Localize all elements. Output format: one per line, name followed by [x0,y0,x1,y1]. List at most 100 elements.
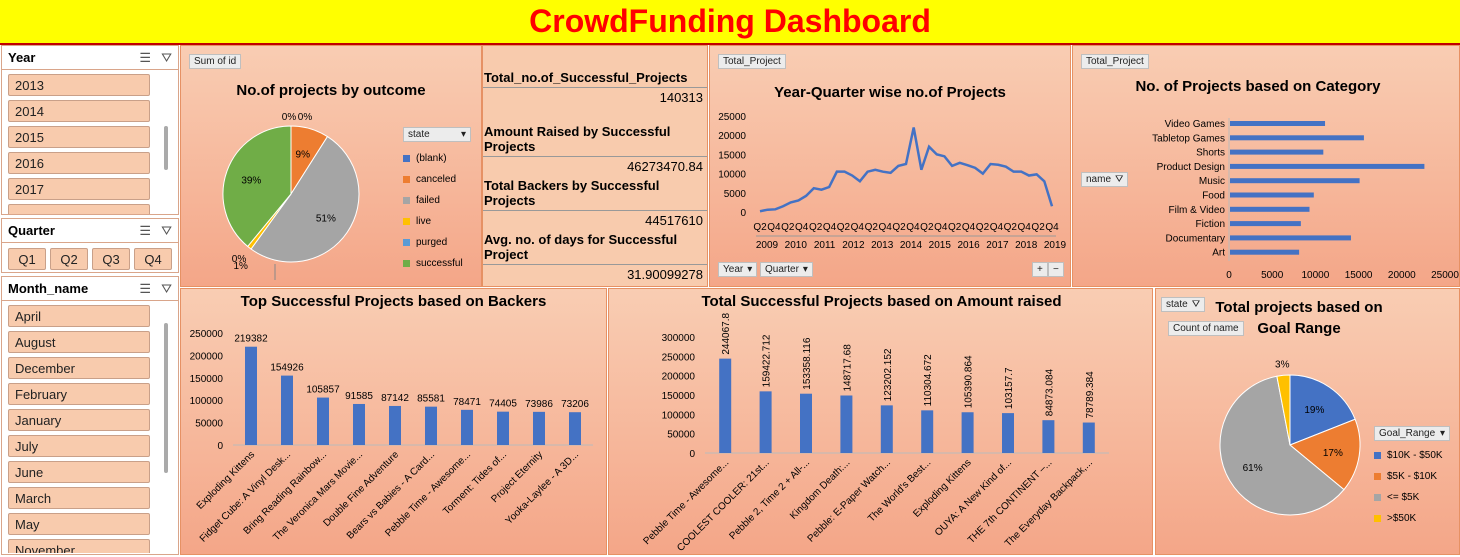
year-slicer-header: Year ☰ ⛛ [2,46,178,70]
slicer-item-month[interactable]: April [8,305,150,327]
clear-filter-icon[interactable]: ⛛ [161,222,172,238]
slicer-item-month[interactable]: July [8,435,150,457]
bar-data-label: 154926 [270,363,304,374]
slicer-item-month[interactable]: November [8,539,150,553]
slicer-item-quarter[interactable]: Q3 [92,248,130,270]
y-tick-label: 50000 [195,419,223,430]
slicer-item-year[interactable]: 2016 [8,152,150,174]
kpi-value: 46273470.84 [627,159,703,174]
slicer-item-month[interactable]: March [8,487,150,509]
slicer-item-quarter[interactable]: Q1 [8,248,46,270]
category-field-button[interactable]: Total_Project [1081,54,1149,69]
month-slicer-label: Month_name [8,281,89,296]
y-tick-label: 150000 [190,374,224,385]
goal-pie-panel: state ⛛ Count of name Total projects base… [1155,288,1460,555]
slicer-item-month[interactable]: January [8,409,150,431]
x-tick-label: 15000 [1345,270,1373,281]
slicer-item-month[interactable]: February [8,383,150,405]
goal-legend-button[interactable]: Goal_Range ▾ [1374,426,1450,441]
legend-item: >$50K [1374,508,1450,529]
pie-data-label: 39% [241,176,261,187]
year-tick-label: 2017 [986,240,1009,251]
quarter-tick-label: Q4 [851,222,865,233]
quarter-tick-label: Q2 [809,222,823,233]
y-tick-label: 200000 [190,351,224,362]
quarter-slicer-header: Quarter ☰ ⛛ [2,219,178,243]
pie-data-label: 0% [232,254,247,265]
bar [353,403,365,445]
bar-data-label: 73986 [525,399,553,410]
category-label: Film & Video [1168,205,1225,216]
legend-label: (blank) [416,153,447,164]
year-tick-label: 2011 [814,240,836,251]
slicer-item-quarter[interactable]: Q4 [134,248,172,270]
legend-label: >$50K [1387,513,1417,524]
bar-data-label: 105390.864 [964,355,975,408]
y-tick-label: 200000 [662,372,696,383]
yq-quarter-filter-button[interactable]: Quarter ▾ [760,262,813,277]
pie-data-label: 17% [1323,448,1343,459]
category-bar [1230,135,1364,141]
goal-count-field-button[interactable]: Count of name [1168,321,1244,336]
yq-field-button[interactable]: Total_Project [718,54,786,69]
pie-slice-failed [250,135,360,263]
yq-chart-title: Year-Quarter wise no.of Projects [774,84,1006,101]
legend-item: live [403,211,471,232]
outcome-field-button[interactable]: Sum of id [189,54,242,69]
category-label: Food [1202,191,1225,202]
slicer-item-month[interactable]: December [8,357,150,379]
slicer-item-year[interactable]: 2017 [8,178,150,200]
y-tick-label: 25000 [718,112,746,123]
bar-data-label: 219382 [234,334,268,345]
year-tick-label: 2013 [871,240,894,251]
slicer-item-quarter[interactable]: Q2 [50,248,88,270]
year-tick-label: 2018 [1015,240,1038,251]
quarter-tick-label: Q4 [823,222,837,233]
x-tick-label: 5000 [1261,270,1284,281]
collapse-field-button[interactable]: − [1048,262,1064,277]
category-name-filter-button[interactable]: name ⛛ [1081,172,1129,187]
slicer-item-year[interactable]: 2015 [8,126,150,148]
goal-state-filter-button[interactable]: state ⛛ [1161,297,1206,312]
y-tick-label: 50000 [667,430,695,441]
legend-swatch [1374,494,1381,501]
category-bar [1230,206,1310,212]
x-tick-label: 10000 [1301,270,1329,281]
clear-filter-icon[interactable]: ⛛ [161,49,172,65]
month-slicer[interactable]: Month_name ☰ ⛛ April August December Februa… [1,276,179,555]
slicer-item-partial[interactable] [8,204,150,214]
year-slicer-scrollbar[interactable] [164,126,168,170]
dashboard-title-bar: CrowdFunding Dashboard [0,0,1460,45]
bar-data-label: 110304.672 [923,354,934,407]
bar [245,346,257,445]
multi-select-icon[interactable]: ☰ [139,280,152,296]
quarter-tick-label: Q2 [976,222,990,233]
clear-filter-icon[interactable]: ⛛ [161,280,172,296]
expand-field-button[interactable]: + [1032,262,1048,277]
multi-select-icon[interactable]: ☰ [139,222,152,238]
pie-data-label: 0% [282,112,297,123]
category-label: Documentary [1166,233,1225,244]
quarter-tick-label: Q4 [962,222,976,233]
slicer-item-month[interactable]: June [8,461,150,483]
slicer-item-year[interactable]: 2013 [8,74,150,96]
year-slicer[interactable]: Year ☰ ⛛ 2013 2014 2015 2016 2017 [1,45,179,215]
multi-select-icon[interactable]: ☰ [139,49,152,65]
quarter-slicer[interactable]: Quarter ☰ ⛛ Q1 Q2 Q3 Q4 [1,218,179,273]
slicer-item-month[interactable]: August [8,331,150,353]
category-tick-label: Pebble: E-Paper Watch... [806,457,893,544]
bar [425,406,437,445]
quarter-tick-label: Q4 [795,222,809,233]
amount-chart-title: Total Successful Projects based on Amoun… [701,293,1062,310]
slicer-item-year[interactable]: 2014 [8,100,150,122]
outcome-legend-button[interactable]: state ▾ [403,127,471,142]
yq-year-filter-button[interactable]: Year ▾ [718,262,758,277]
category-label: Product Design [1157,162,1225,173]
slicer-item-month[interactable]: May [8,513,150,535]
quarter-tick-label: Q4 [906,222,920,233]
bar-data-label: 84873.084 [1044,368,1055,416]
outcome-legend: state ▾ (blank) canceled failed live purged su… [403,124,471,274]
month-slicer-scrollbar[interactable] [164,323,168,473]
